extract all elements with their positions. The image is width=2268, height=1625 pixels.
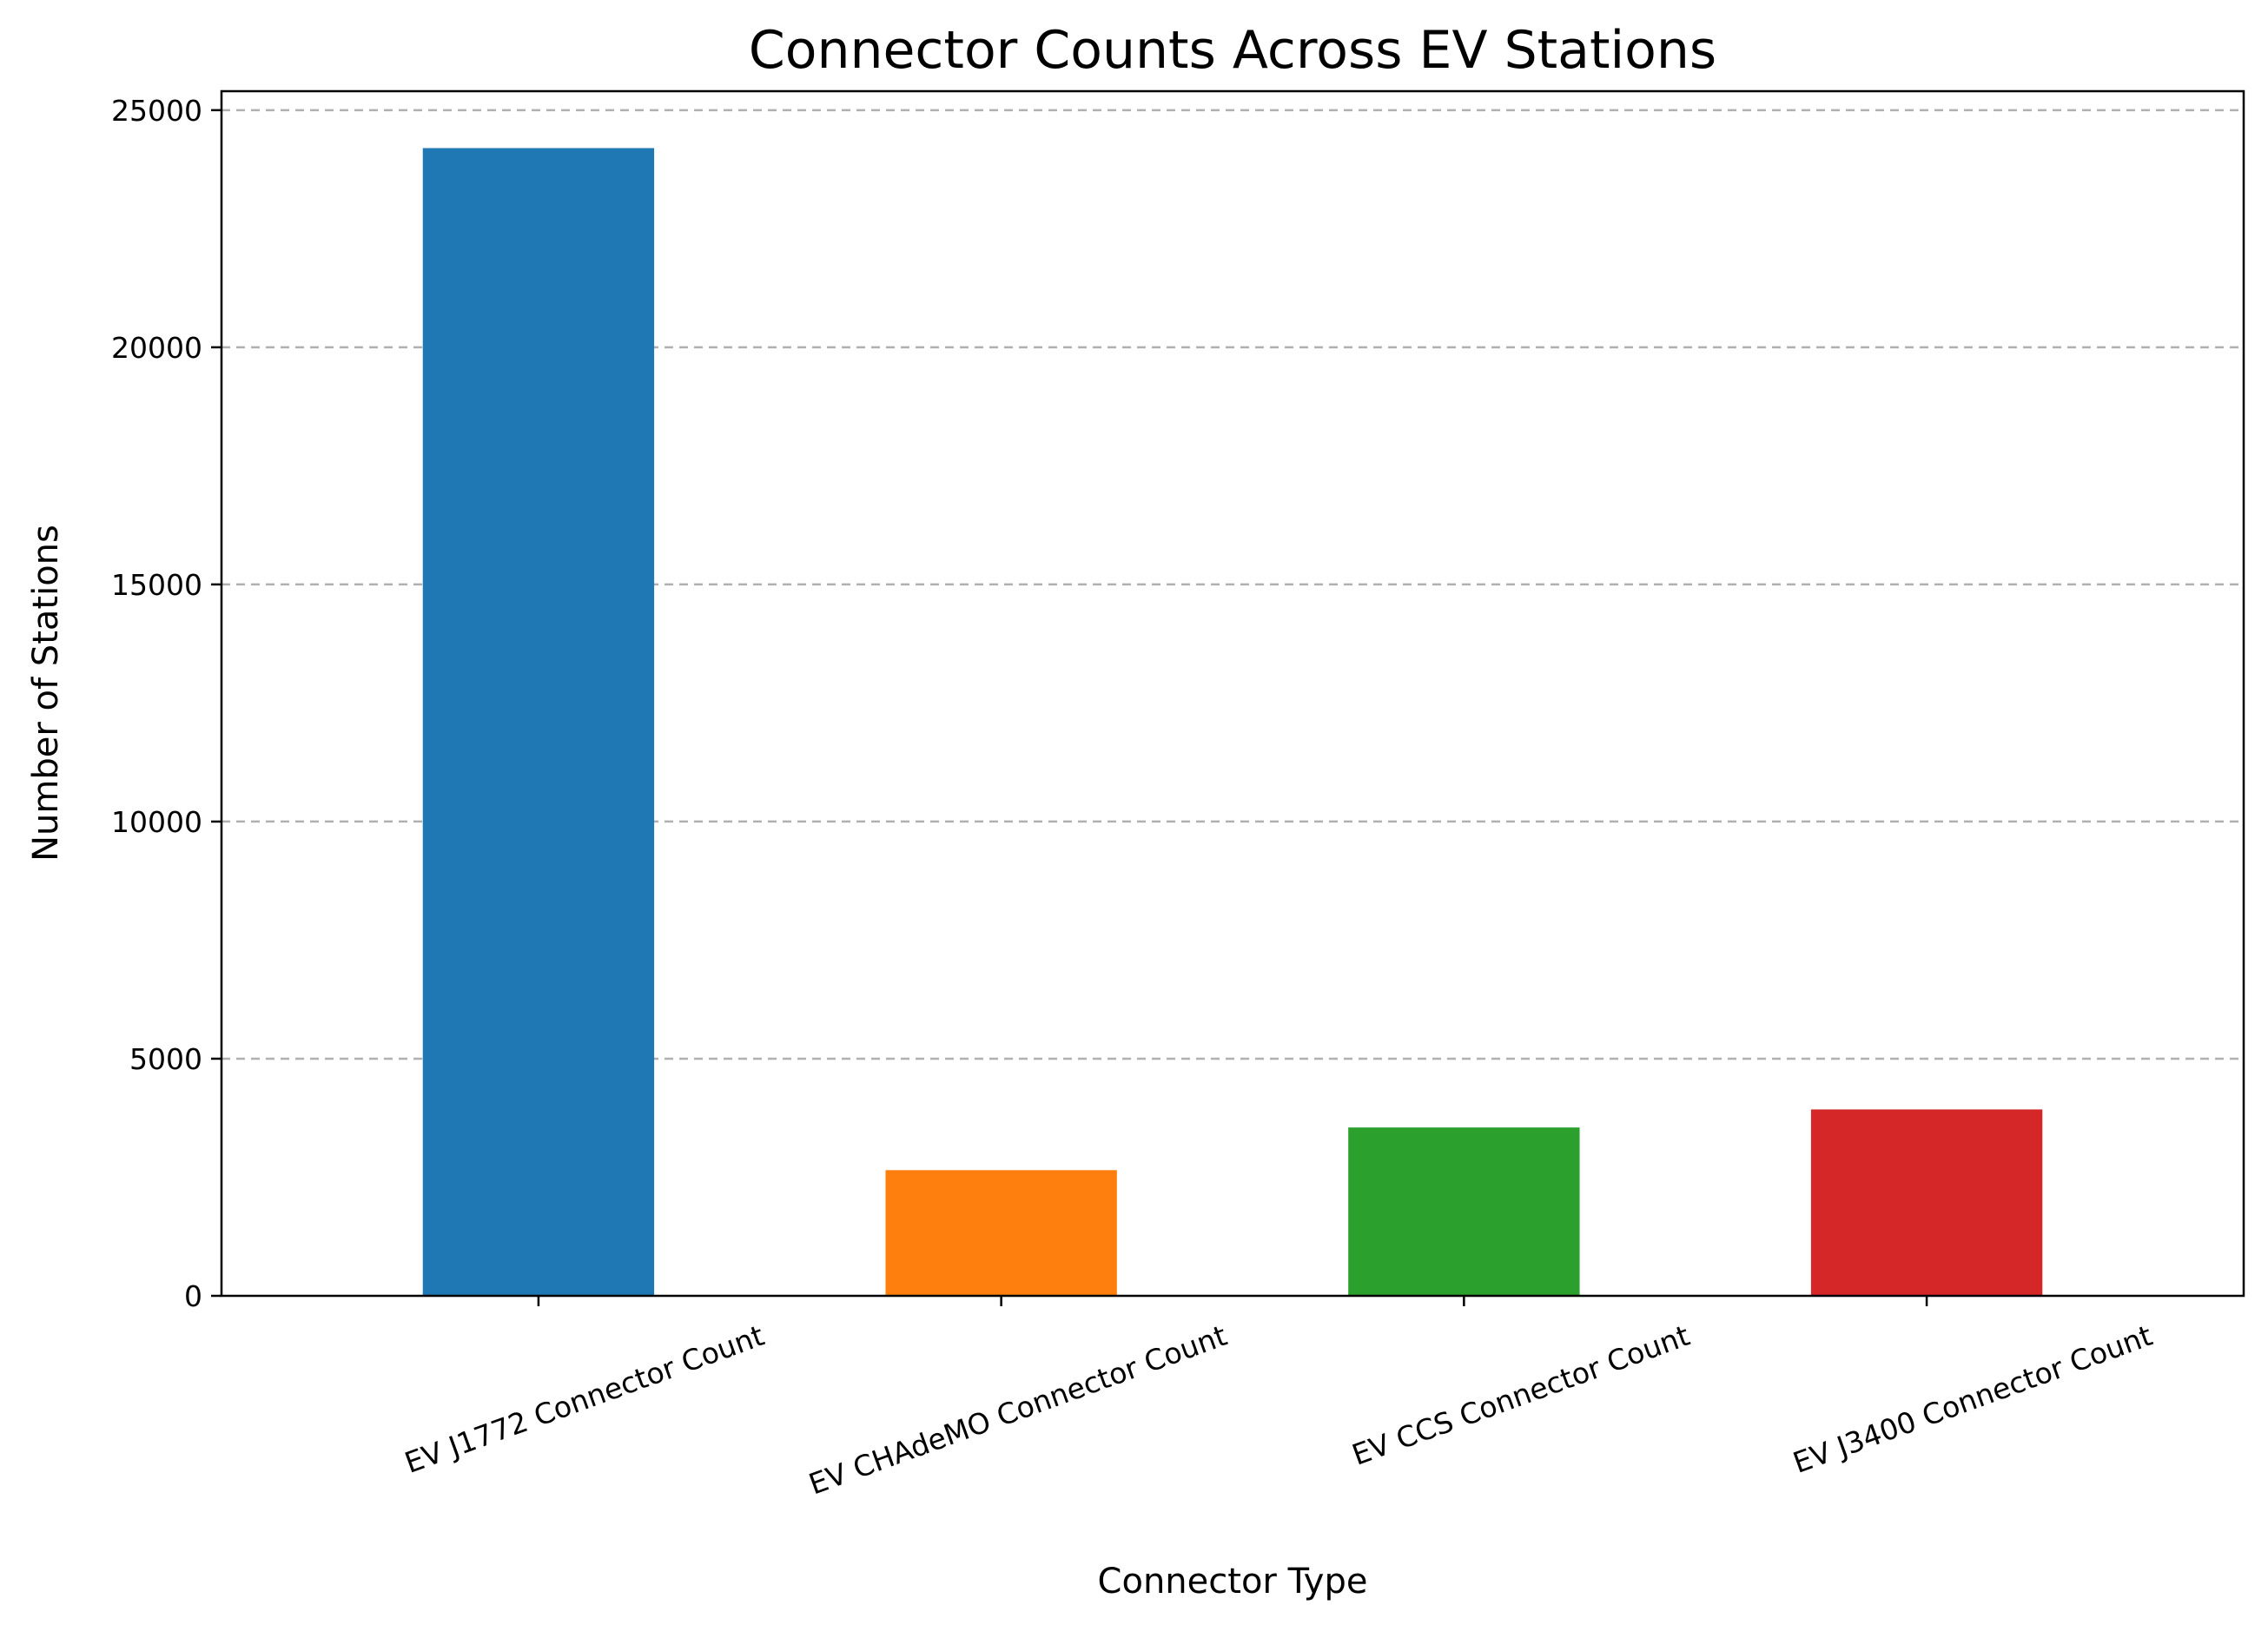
gridlines: [222, 109, 2244, 1060]
y-tick-label: 20000: [111, 331, 202, 365]
plot-frame: [220, 89, 2245, 1298]
bar-3: [1348, 1127, 1580, 1296]
x-axis-label: Connector Type: [1098, 1562, 1368, 1602]
y-axis-label: Number of Stations: [26, 525, 66, 862]
y-tick-label: 10000: [111, 805, 202, 839]
bar-4: [1810, 1109, 2043, 1296]
y-tick-label: 0: [184, 1279, 202, 1313]
axes: [220, 89, 2245, 1298]
y-tick-label: 5000: [129, 1042, 202, 1076]
y-tick-label: 15000: [111, 568, 202, 602]
y-axis-ticks: 0 5000 10000 15000 20000 25000: [111, 94, 222, 1313]
chart-title: Connector Counts Across EV Stations: [749, 20, 1716, 81]
bars: [422, 148, 2043, 1296]
x-tick-label: EV J1772 Connector Count: [400, 1318, 769, 1480]
x-tick-label: EV CCS Connector Count: [1347, 1318, 1694, 1472]
x-axis-ticks: EV J1772 Connector Count EV CHAdeMO Conne…: [400, 1296, 2157, 1501]
bar-1: [422, 148, 655, 1296]
x-tick-label: EV J3400 Connector Count: [1789, 1318, 2157, 1480]
y-tick-label: 25000: [111, 94, 202, 128]
x-tick-label: EV CHAdeMO Connector Count: [804, 1318, 1231, 1502]
bar-2: [885, 1170, 1117, 1296]
